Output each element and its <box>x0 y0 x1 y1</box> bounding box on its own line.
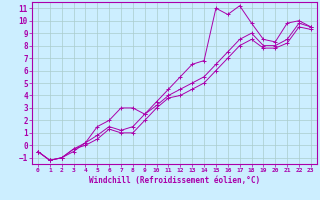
X-axis label: Windchill (Refroidissement éolien,°C): Windchill (Refroidissement éolien,°C) <box>89 176 260 185</box>
